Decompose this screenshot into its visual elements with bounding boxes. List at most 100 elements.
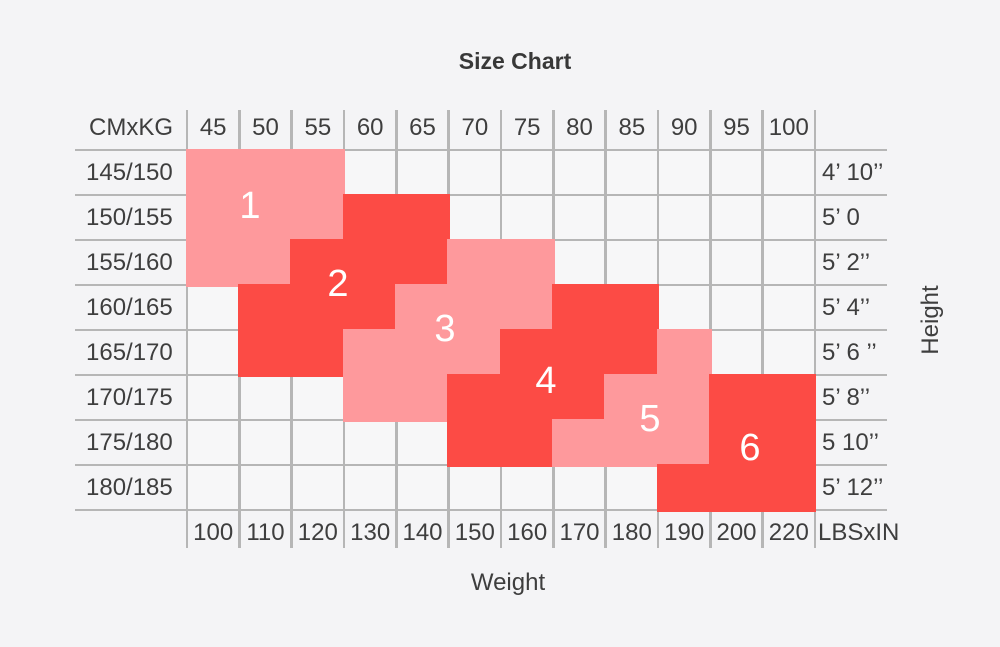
grid-hline [75,508,887,512]
size-region-cell-5 [656,373,712,422]
lbs-footer-130: 130 [350,519,391,546]
lbs-footer-180: 180 [611,519,652,546]
in-label-row-4: 5’ 6 ’’ [822,339,877,366]
size-region-cell-6 [761,373,817,422]
size-number-label-1: 1 [239,185,261,227]
size-number-label-5: 5 [639,398,661,440]
lbs-footer-110: 110 [246,519,285,546]
lbs-footer-120: 120 [297,519,338,546]
size-region-cell-2 [237,328,294,377]
size-region-cell-2 [290,238,346,287]
size-region-cell-5 [656,328,712,377]
lbs-footer-220: 220 [768,519,809,546]
size-region-cell-4 [499,418,555,467]
kg-header-75: 75 [513,114,541,141]
in-label-row-2: 5’ 2’’ [822,249,871,276]
kg-header-60: 60 [356,114,384,141]
size-region-cell-3 [447,238,503,287]
size-region-cell-3 [394,328,451,377]
grid-vline [761,110,764,548]
size-region-cell-1 [185,148,241,197]
size-number-label-6: 6 [739,427,761,469]
size-region-cell-1 [185,193,241,242]
size-region-cell-5 [551,418,608,467]
size-region-cell-2 [394,193,451,242]
size-region-cell-1 [237,193,294,242]
size-region-cell-4 [499,328,555,377]
kg-header-100: 100 [768,114,809,141]
in-label-row-5: 5’ 8’’ [822,384,871,411]
lbs-footer-170: 170 [559,519,600,546]
size-region-cell-4 [551,283,608,332]
in-label-row-7: 5’ 12’’ [822,474,884,501]
in-label-row-3: 5’ 4’’ [822,294,871,321]
weight-axis-label: Weight [470,569,546,596]
size-region-cell-5 [656,418,712,467]
size-region-cell-4 [551,373,608,422]
kg-header-85: 85 [618,114,646,141]
size-region-cell-3 [499,283,555,332]
size-region-cell-4 [447,373,503,422]
chart-title: Size Chart [458,48,572,74]
unit-label-cmxkg: CMxKG [89,114,173,141]
lbs-footer-150: 150 [454,519,495,546]
size-region-cell-1 [290,148,346,197]
lbs-footer-190: 190 [664,519,705,546]
lbs-footer-100: 100 [193,519,234,546]
kg-header-65: 65 [409,114,436,141]
size-region-cell-4 [604,283,660,332]
size-region-cell-2 [342,193,398,242]
kg-header-50: 50 [252,114,279,141]
size-region-cell-1 [290,193,346,242]
size-region-cell-3 [342,328,398,377]
lbs-footer-140: 140 [402,519,443,546]
size-region-cell-1 [185,238,241,287]
height-axis-label: Height [917,285,944,355]
size-number-label-3: 3 [434,308,456,350]
size-region-cell-4 [551,328,608,377]
size-region-cell-3 [394,283,451,332]
grid-hline [75,148,887,152]
size-region-cell-6 [708,373,765,422]
lbs-footer-200: 200 [716,519,757,546]
size-region-cell-3 [394,373,451,422]
size-region-cell-3 [447,328,503,377]
cm-label-165-170: 165/170 [86,339,173,366]
grid-vline [185,110,189,548]
kg-header-70: 70 [461,114,489,141]
cm-label-175-180: 175/180 [86,429,173,456]
kg-header-95: 95 [723,114,750,141]
size-region-cell-6 [761,463,817,512]
cm-label-170-175: 170/175 [86,384,173,411]
size-region-cell-5 [604,418,660,467]
cm-label-160-165: 160/165 [86,294,173,321]
size-region-cell-2 [237,283,294,332]
in-label-row-6: 5 10’’ [822,429,879,456]
size-region-cell-3 [499,238,555,287]
size-region-cell-6 [708,418,765,467]
size-region-cell-4 [604,328,660,377]
cm-label-155-160: 155/160 [86,249,173,276]
size-region-cell-2 [290,283,346,332]
kg-header-80: 80 [566,114,593,141]
size-number-label-2: 2 [327,263,349,305]
unit-label-lbsxin: LBSxIN [818,519,900,546]
size-region-cell-6 [656,463,712,512]
size-region-cell-4 [447,418,503,467]
size-region-cell-2 [394,238,451,287]
size-region-cell-1 [237,238,294,287]
size-region-cell-6 [708,463,765,512]
grid-hline [75,193,887,197]
in-label-row-1: 5’ 0 [822,204,860,231]
lbs-footer-160: 160 [507,519,548,546]
cm-label-180-185: 180/185 [86,474,173,501]
in-label-row-0: 4’ 10’’ [822,159,884,186]
size-region-cell-6 [761,418,817,467]
size-region-cell-3 [447,283,503,332]
size-region-cell-2 [342,238,398,287]
cm-label-145-150: 145/150 [86,159,173,186]
size-region-cell-4 [499,373,555,422]
size-region-cell-2 [342,283,398,332]
kg-header-90: 90 [670,114,698,141]
